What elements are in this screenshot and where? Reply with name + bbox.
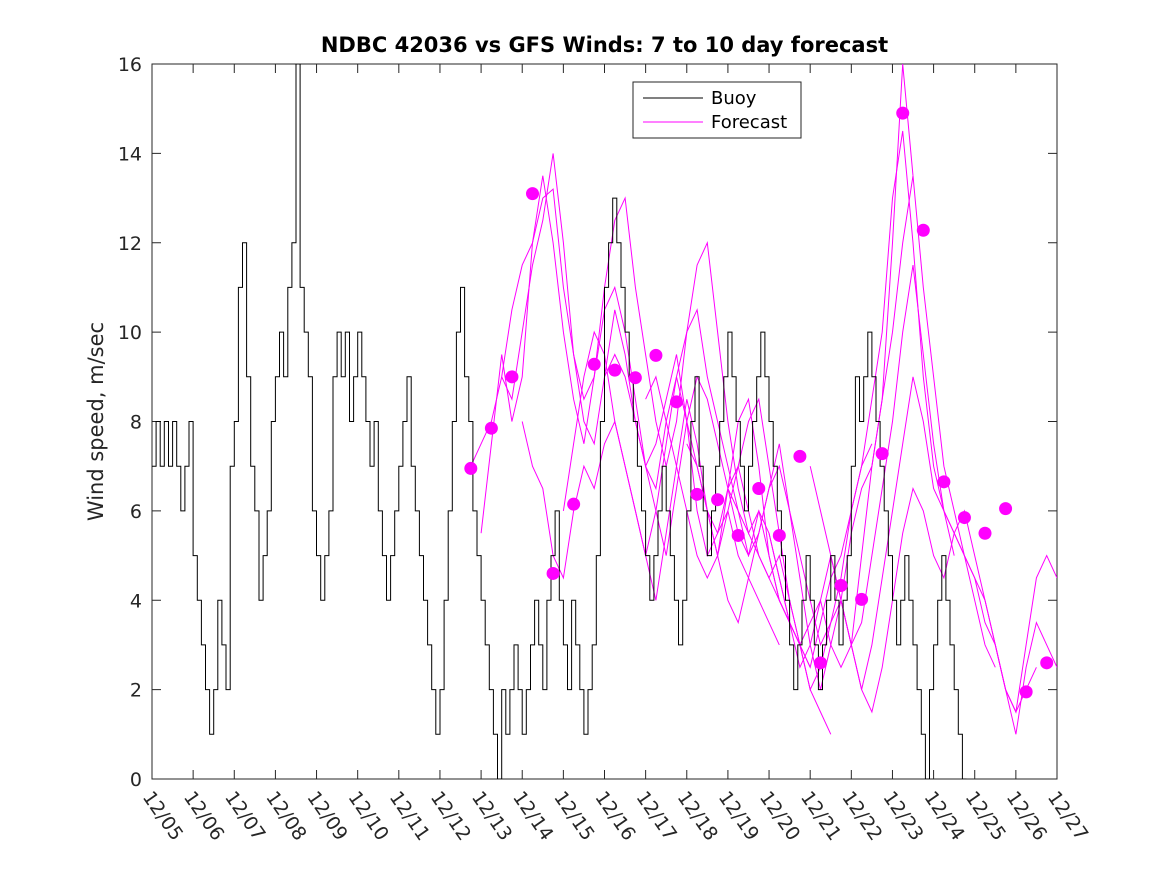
x-tick-label: 12/21 <box>796 787 845 844</box>
series-group <box>152 64 1057 779</box>
chart-title: NDBC 42036 vs GFS Winds: 7 to 10 day for… <box>321 33 888 57</box>
forecast-point <box>793 449 807 463</box>
forecast-line-6 <box>604 64 914 669</box>
buoy-line <box>152 64 967 779</box>
forecast-point <box>669 395 683 409</box>
y-tick-label: 10 <box>118 322 142 344</box>
forecast-point <box>587 357 601 371</box>
y-tick-label: 4 <box>130 590 142 612</box>
forecast-point <box>526 187 540 201</box>
legend-buoy-label: Buoy <box>711 88 757 109</box>
x-tick-label: 12/20 <box>755 787 804 844</box>
forecast-point <box>875 447 889 461</box>
x-tick-label: 12/10 <box>344 787 393 844</box>
forecast-point <box>916 223 930 237</box>
x-tick-label: 12/27 <box>1043 787 1092 844</box>
plot-area: 024681012141612/0512/0612/0712/0812/0912… <box>118 54 1093 845</box>
forecast-point <box>772 528 786 542</box>
y-tick-label: 6 <box>130 501 142 523</box>
x-tick-label: 12/09 <box>302 787 351 844</box>
forecast-point <box>896 106 910 120</box>
forecast-point <box>731 528 745 542</box>
forecast-point <box>546 566 560 580</box>
forecast-line-8 <box>686 175 996 690</box>
x-tick-label: 12/14 <box>508 787 557 844</box>
forecast-point <box>464 461 478 475</box>
y-tick-label: 16 <box>118 54 142 76</box>
x-tick-label: 12/12 <box>426 787 475 844</box>
x-tick-label: 12/24 <box>919 787 968 844</box>
x-tick-label: 12/23 <box>878 787 927 844</box>
forecast-point <box>711 493 725 507</box>
y-tick-label: 0 <box>130 769 142 791</box>
forecast-line-5 <box>562 308 873 647</box>
legend: Buoy Forecast <box>632 81 802 139</box>
forecast-point <box>1040 656 1054 670</box>
x-tick-label: 12/19 <box>714 787 763 844</box>
x-tick-label: 12/17 <box>632 787 681 844</box>
forecast-line-1 <box>470 188 780 646</box>
forecast-point <box>999 502 1013 516</box>
forecast-point <box>484 421 498 435</box>
x-tick-label: 12/22 <box>837 787 886 844</box>
x-tick-label: 12/16 <box>590 787 639 844</box>
x-tick-label: 12/11 <box>385 787 434 844</box>
forecast-point <box>957 511 971 525</box>
x-tick-label: 12/18 <box>673 787 722 844</box>
forecast-point <box>855 592 869 606</box>
forecast-point <box>813 656 827 670</box>
y-tick-label: 12 <box>118 233 142 255</box>
legend-box <box>632 81 802 139</box>
forecast-point <box>937 475 951 489</box>
y-tick-label: 2 <box>130 680 142 702</box>
x-tick-label: 12/05 <box>138 787 187 844</box>
x-tick-label: 12/26 <box>1002 787 1051 844</box>
forecast-line-11 <box>809 466 1057 714</box>
forecast-line-2 <box>480 175 791 623</box>
forecast-point <box>752 482 766 496</box>
y-tick-label: 14 <box>118 143 142 165</box>
forecast-point <box>505 370 519 384</box>
forecast-point <box>690 487 704 501</box>
forecast-point <box>978 526 992 540</box>
x-tick-label: 12/06 <box>179 787 228 844</box>
forecast-point <box>567 497 581 511</box>
x-tick-label: 12/07 <box>220 787 269 844</box>
y-axis-label: Wind speed, m/sec <box>84 322 108 521</box>
y-tick-label: 8 <box>130 412 142 434</box>
x-tick-label: 12/13 <box>467 787 516 844</box>
forecast-line-10 <box>768 376 1057 735</box>
forecast-point <box>834 579 848 593</box>
forecast-point <box>608 363 622 377</box>
x-tick-label: 12/08 <box>261 787 310 844</box>
forecast-point <box>628 371 642 385</box>
x-tick-label: 12/25 <box>961 787 1010 844</box>
forecast-point <box>649 348 663 362</box>
forecast-line-3 <box>501 153 811 668</box>
x-tick-label: 12/15 <box>549 787 598 844</box>
forecast-point <box>1019 685 1033 699</box>
legend-forecast-label: Forecast <box>711 112 787 133</box>
